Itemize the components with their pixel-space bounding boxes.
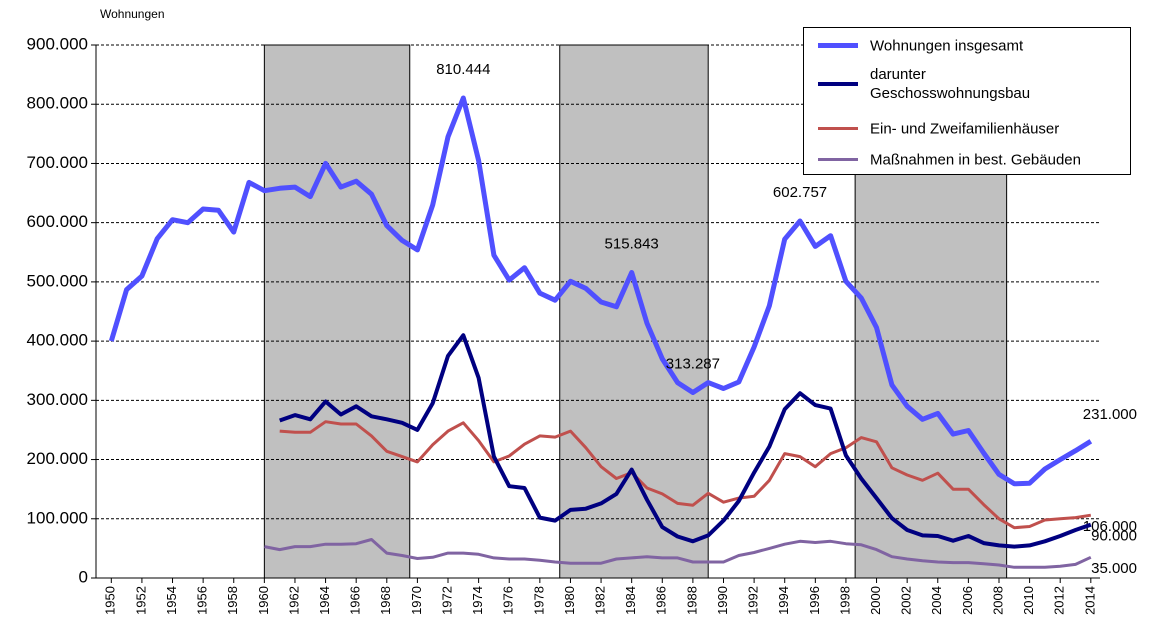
legend-label: Maßnahmen in best. Gebäuden (870, 151, 1081, 168)
x-tick-label: 1976 (501, 586, 516, 615)
x-tick-label: 1966 (348, 586, 363, 615)
x-tick-label: 1988 (684, 586, 699, 615)
series-line (264, 538, 1092, 569)
x-tick-label: 1962 (286, 586, 301, 615)
series-line (279, 420, 1092, 530)
x-tick-label: 1968 (378, 586, 393, 615)
x-tick-label: 1978 (531, 586, 546, 615)
y-axis-label: Wohnungen (100, 7, 165, 21)
x-tick-label: 1980 (562, 586, 577, 615)
y-tick-label: 600.000 (27, 212, 88, 231)
data-label: 106.000 (1083, 518, 1137, 535)
x-tick-label: 1954 (164, 586, 179, 615)
x-tick-label: 2010 (1021, 586, 1036, 615)
legend-swatch (818, 158, 858, 161)
legend-label: Wohnungen insgesamt (870, 37, 1024, 54)
y-tick-label: 400.000 (27, 331, 88, 350)
x-tick-label: 1952 (133, 586, 148, 615)
shaded-period (559, 44, 709, 579)
x-tick-label: 1998 (837, 586, 852, 615)
x-tick-label: 1958 (225, 586, 240, 615)
shaded-period (263, 44, 411, 579)
legend-entry: Wohnungen insgesamt (804, 37, 1130, 54)
y-tick-label: 300.000 (27, 390, 88, 409)
x-tick-label: 1984 (623, 586, 638, 615)
legend-entry: Maßnahmen in best. Gebäuden (804, 151, 1130, 168)
x-tick-label: 1992 (746, 586, 761, 615)
x-tick-label: 1950 (103, 586, 118, 615)
data-label: 231.000 (1083, 406, 1137, 423)
y-tick-label: 500.000 (27, 271, 88, 290)
x-tick-label: 2004 (929, 586, 944, 615)
legend-entry: Ein- und Zweifamilienhäuser (804, 120, 1130, 137)
y-tick-label: 100.000 (27, 508, 88, 527)
data-label: 90.000 (1091, 528, 1137, 545)
x-tick-label: 2006 (960, 586, 975, 615)
x-tick-label: 1964 (317, 586, 332, 615)
x-tick-label: 1982 (592, 586, 607, 615)
legend-swatch (818, 81, 858, 86)
y-tick-label: 900.000 (27, 34, 88, 53)
x-tick-label: 1960 (256, 586, 271, 615)
x-tick-label: 2008 (990, 586, 1005, 615)
data-label: 35.000 (1091, 560, 1137, 577)
x-tick-label: 2014 (1082, 586, 1097, 615)
legend-label: darunter Geschosswohnungsbau (870, 65, 1031, 102)
y-tick-label: 0 (79, 567, 88, 586)
x-tick-label: 1990 (715, 586, 730, 615)
series-line (279, 333, 1092, 549)
legend-label: Ein- und Zweifamilienhäuser (870, 120, 1060, 137)
y-tick-label: 200.000 (27, 449, 88, 468)
x-tick-label: 1996 (807, 586, 822, 615)
x-tick-label: 1994 (776, 586, 791, 615)
x-tick-label: 1956 (195, 586, 210, 615)
y-tick-label: 700.000 (27, 153, 88, 172)
data-label: 515.843 (605, 235, 659, 252)
legend: Wohnungen insgesamt darunter Geschosswohn… (803, 27, 1131, 175)
data-label: 810.444 (436, 61, 490, 78)
data-label: 313.287 (666, 355, 720, 372)
x-tick-label: 1974 (470, 586, 485, 615)
legend-swatch (818, 127, 858, 130)
legend-entry: darunter Geschosswohnungsbau (804, 66, 1130, 102)
legend-swatch (818, 43, 858, 48)
y-tick-label: 800.000 (27, 94, 88, 113)
x-tick-label: 2000 (868, 586, 883, 615)
x-tick-label: 1986 (654, 586, 669, 615)
x-tick-label: 1970 (409, 586, 424, 615)
data-label: 602.757 (773, 184, 827, 201)
x-tick-label: 2012 (1052, 586, 1067, 615)
series-line (108, 95, 1093, 487)
x-tick-label: 1972 (439, 586, 454, 615)
x-tick-label: 2002 (899, 586, 914, 615)
